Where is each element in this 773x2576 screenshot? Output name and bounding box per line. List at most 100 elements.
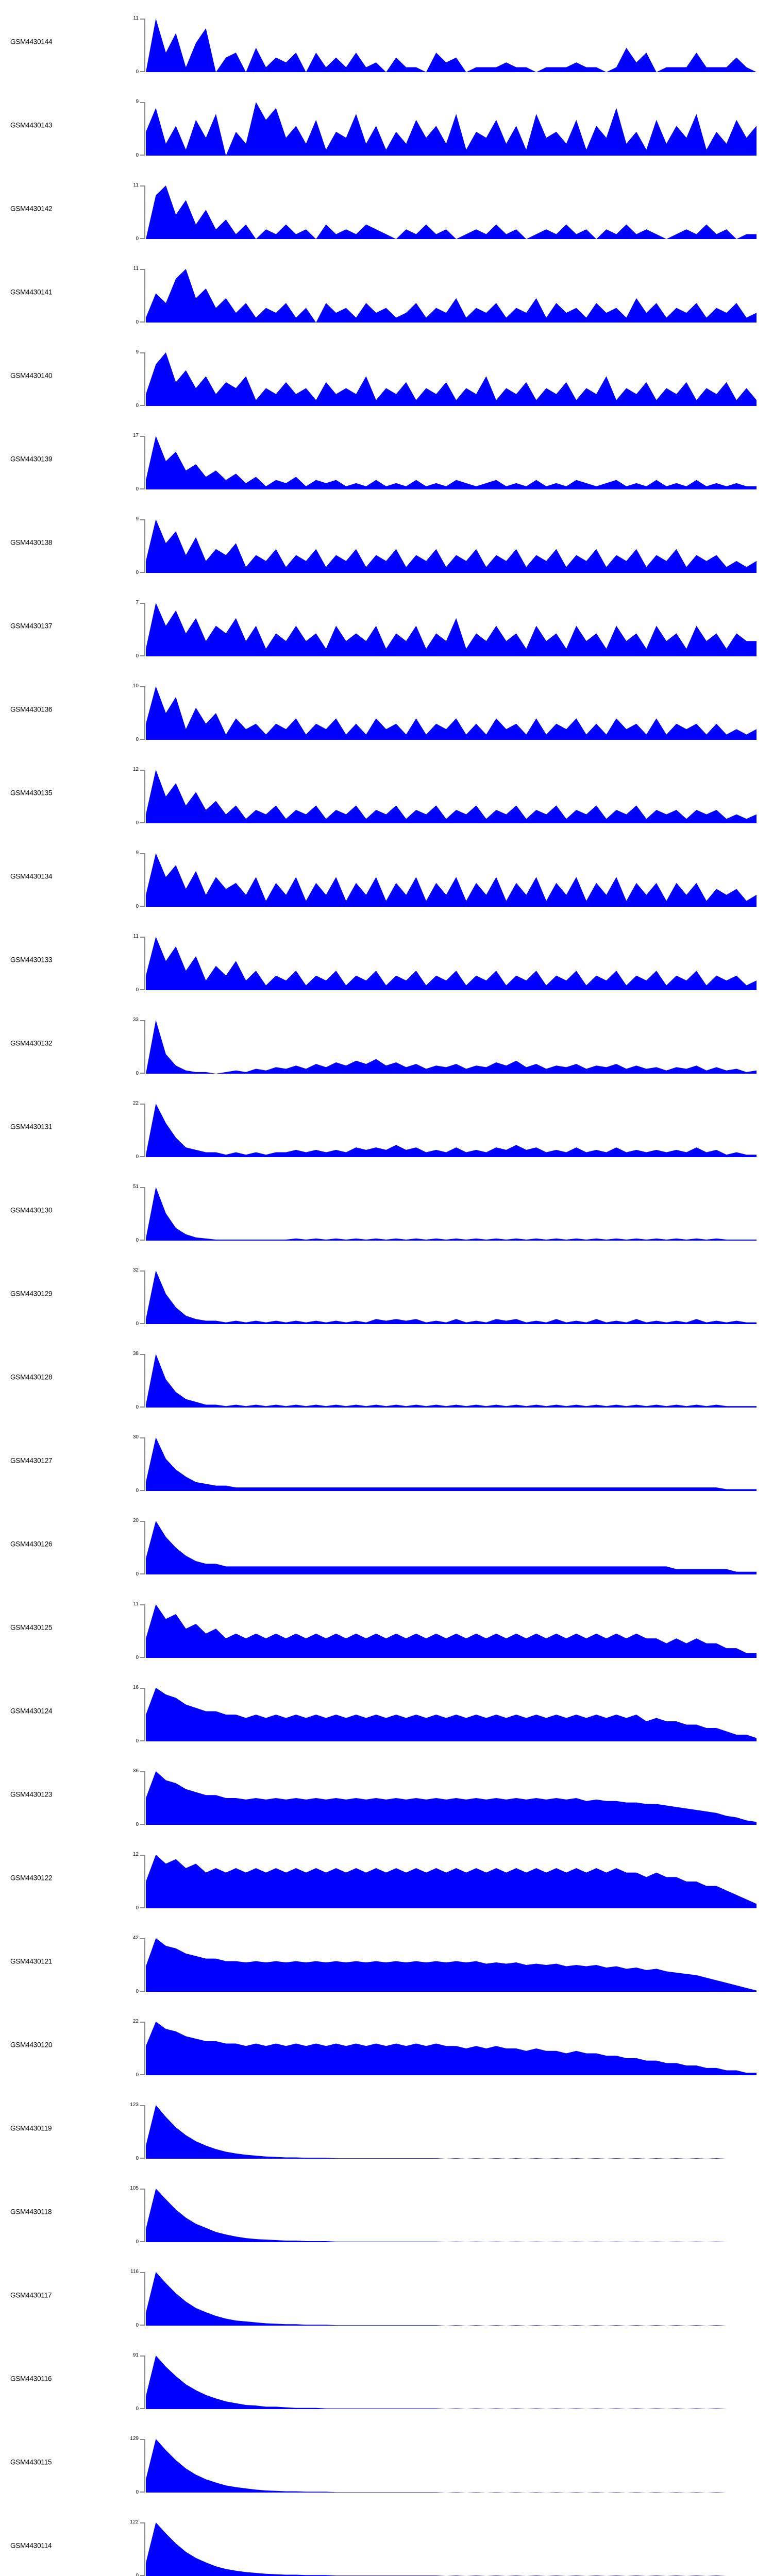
y-axis-line xyxy=(144,269,145,323)
y-axis-max-label: 11 xyxy=(133,15,139,21)
y-axis-max-label: 9 xyxy=(136,99,139,105)
track-label: GSM4430114 xyxy=(10,2541,52,2550)
y-axis-line xyxy=(144,2355,145,2409)
y-axis: 22 0 xyxy=(127,1100,145,1160)
y-axis-min-label: 0 xyxy=(136,486,139,492)
y-axis-max-label: 9 xyxy=(136,516,139,522)
y-axis-min-label: 0 xyxy=(136,1738,139,1744)
coverage-track: GSM4430123 36 0 xyxy=(0,1753,773,1836)
track-label: GSM4430117 xyxy=(10,2291,52,2299)
y-axis-tick-max xyxy=(140,853,145,854)
y-axis-line xyxy=(144,2022,145,2075)
y-axis-max-label: 105 xyxy=(130,2185,139,2191)
y-axis-min-label: 0 xyxy=(136,987,139,993)
y-axis-min-label: 0 xyxy=(136,1655,139,1660)
y-axis-max-label: 9 xyxy=(136,850,139,856)
y-axis-max-label: 10 xyxy=(132,683,139,689)
y-axis-tick-max xyxy=(140,19,145,20)
y-axis-min-label: 0 xyxy=(136,820,139,826)
y-axis-tick-max xyxy=(140,519,145,520)
y-axis-min-label: 0 xyxy=(136,1404,139,1410)
coverage-track: GSM4430125 11 0 xyxy=(0,1586,773,1669)
y-axis-tick-min xyxy=(140,1323,145,1324)
y-axis-tick-min xyxy=(140,405,145,406)
y-axis-max-label: 91 xyxy=(132,2352,139,2358)
y-axis-line xyxy=(144,853,145,907)
y-axis-max-label: 17 xyxy=(132,433,139,438)
y-axis-max-label: 11 xyxy=(133,182,139,188)
y-axis-tick-max xyxy=(140,1187,145,1188)
y-axis-max-label: 11 xyxy=(133,934,139,939)
track-label: GSM4430121 xyxy=(10,1957,53,1965)
y-axis-max-label: 22 xyxy=(132,1100,139,1106)
coverage-plot-area xyxy=(146,102,757,156)
coverage-track: GSM4430117 116 0 xyxy=(0,2253,773,2337)
y-axis-tick-min xyxy=(140,1991,145,1992)
track-label: GSM4430119 xyxy=(10,2124,52,2132)
y-axis-line xyxy=(144,19,145,72)
y-axis-line xyxy=(144,1688,145,1741)
coverage-track: GSM4430120 22 0 xyxy=(0,2003,773,2087)
coverage-track: GSM4430137 7 0 xyxy=(0,584,773,668)
y-axis-tick-max xyxy=(140,1688,145,1689)
coverage-plot-area xyxy=(146,1270,757,1324)
y-axis-min-label: 0 xyxy=(136,1571,139,1577)
y-axis-line xyxy=(144,185,145,239)
y-axis: 91 0 xyxy=(127,2352,145,2412)
coverage-plot-area xyxy=(146,603,757,656)
track-label: GSM4430135 xyxy=(10,789,53,797)
track-label: GSM4430144 xyxy=(10,38,53,46)
y-axis-tick-max xyxy=(140,1437,145,1438)
track-label: GSM4430122 xyxy=(10,1874,53,1882)
y-axis-tick-min xyxy=(140,1740,145,1741)
y-axis-min-label: 0 xyxy=(136,2489,139,2495)
y-axis-min-label: 0 xyxy=(136,152,139,158)
track-label: GSM4430123 xyxy=(10,1790,53,1799)
y-axis: 20 0 xyxy=(127,1518,145,1577)
y-axis-tick-max xyxy=(140,603,145,604)
y-axis-max-label: 36 xyxy=(132,1768,139,1774)
coverage-track: GSM4430124 16 0 xyxy=(0,1669,773,1753)
coverage-track: GSM4430122 12 0 xyxy=(0,1836,773,1920)
y-axis-tick-max xyxy=(140,436,145,437)
y-axis-min-label: 0 xyxy=(136,570,139,575)
coverage-plot-area xyxy=(146,2105,757,2159)
y-axis-tick-max xyxy=(140,1354,145,1355)
y-axis-line xyxy=(144,2522,145,2576)
y-axis-min-label: 0 xyxy=(136,1488,139,1494)
y-axis-tick-max xyxy=(140,269,145,270)
y-axis: 42 0 xyxy=(127,1936,145,1994)
y-axis-tick-min xyxy=(140,2575,145,2576)
y-axis-tick-min xyxy=(140,71,145,72)
y-axis-tick-max xyxy=(140,2105,145,2106)
track-label: GSM4430124 xyxy=(10,1707,53,1715)
y-axis-tick-max xyxy=(140,1270,145,1272)
y-axis-min-label: 0 xyxy=(136,653,139,659)
y-axis: 12 0 xyxy=(127,1852,145,1911)
coverage-plot-area xyxy=(146,1437,757,1491)
track-label: GSM4430128 xyxy=(10,1373,53,1381)
y-axis: 33 0 xyxy=(127,1018,145,1076)
y-axis-tick-min xyxy=(140,2492,145,2493)
y-axis: 16 0 xyxy=(127,1685,145,1744)
y-axis-line xyxy=(144,1855,145,1908)
y-axis-tick-min xyxy=(140,655,145,656)
y-axis-min-label: 0 xyxy=(136,236,139,242)
coverage-plot-area xyxy=(146,19,757,72)
y-axis-tick-max xyxy=(140,2022,145,2023)
y-axis-max-label: 116 xyxy=(130,2269,139,2275)
y-axis-min-label: 0 xyxy=(136,2573,139,2576)
y-axis-min-label: 0 xyxy=(136,319,139,325)
y-axis-line xyxy=(144,2105,145,2159)
y-axis: 123 0 xyxy=(127,2103,145,2161)
coverage-plot-area xyxy=(146,2272,757,2326)
y-axis-tick-min xyxy=(140,1824,145,1825)
coverage-plot-area xyxy=(146,436,757,489)
y-axis-tick-max xyxy=(140,1020,145,1021)
coverage-plot-area xyxy=(146,1187,757,1241)
coverage-track: GSM4430115 129 0 xyxy=(0,2420,773,2504)
y-axis-line xyxy=(144,2272,145,2326)
coverage-plot-area xyxy=(146,2522,757,2576)
y-axis-min-label: 0 xyxy=(136,69,139,75)
